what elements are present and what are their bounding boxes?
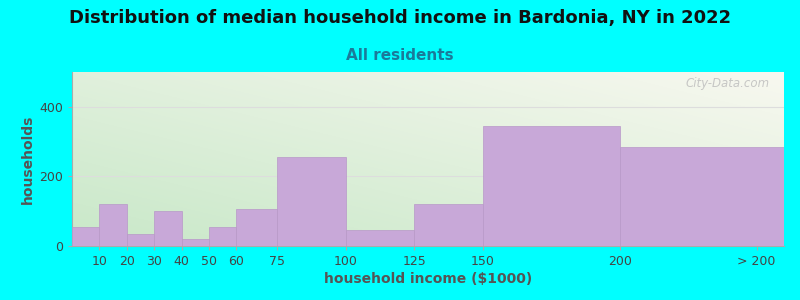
Bar [346, 230, 414, 246]
Bar [278, 157, 346, 246]
Bar [209, 227, 236, 246]
Text: All residents: All residents [346, 48, 454, 63]
Text: Distribution of median household income in Bardonia, NY in 2022: Distribution of median household income … [69, 9, 731, 27]
Y-axis label: households: households [21, 114, 35, 204]
Text: City-Data.com: City-Data.com [686, 77, 770, 90]
Bar [154, 211, 182, 246]
Bar [236, 209, 278, 246]
Bar [414, 204, 482, 246]
Bar [182, 239, 209, 246]
X-axis label: household income ($1000): household income ($1000) [324, 272, 532, 286]
Bar [620, 147, 784, 246]
Bar [99, 204, 126, 246]
Bar [126, 234, 154, 246]
Bar [72, 227, 99, 246]
Bar [482, 126, 620, 246]
